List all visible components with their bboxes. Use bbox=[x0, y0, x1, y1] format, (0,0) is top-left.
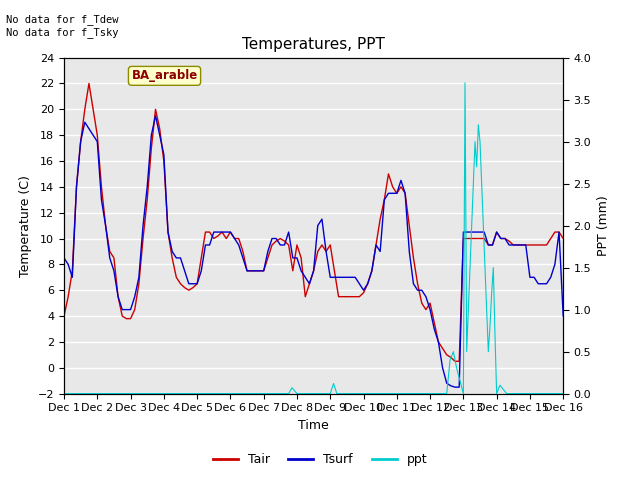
Legend: Tair, Tsurf, ppt: Tair, Tsurf, ppt bbox=[207, 448, 433, 471]
Text: BA_arable: BA_arable bbox=[131, 70, 198, 83]
X-axis label: Time: Time bbox=[298, 419, 329, 432]
Text: No data for f_Tdew
No data for f_Tsky: No data for f_Tdew No data for f_Tsky bbox=[6, 14, 119, 38]
Y-axis label: Temperature (C): Temperature (C) bbox=[19, 175, 32, 276]
Y-axis label: PPT (mm): PPT (mm) bbox=[597, 195, 610, 256]
Title: Temperatures, PPT: Temperatures, PPT bbox=[242, 37, 385, 52]
